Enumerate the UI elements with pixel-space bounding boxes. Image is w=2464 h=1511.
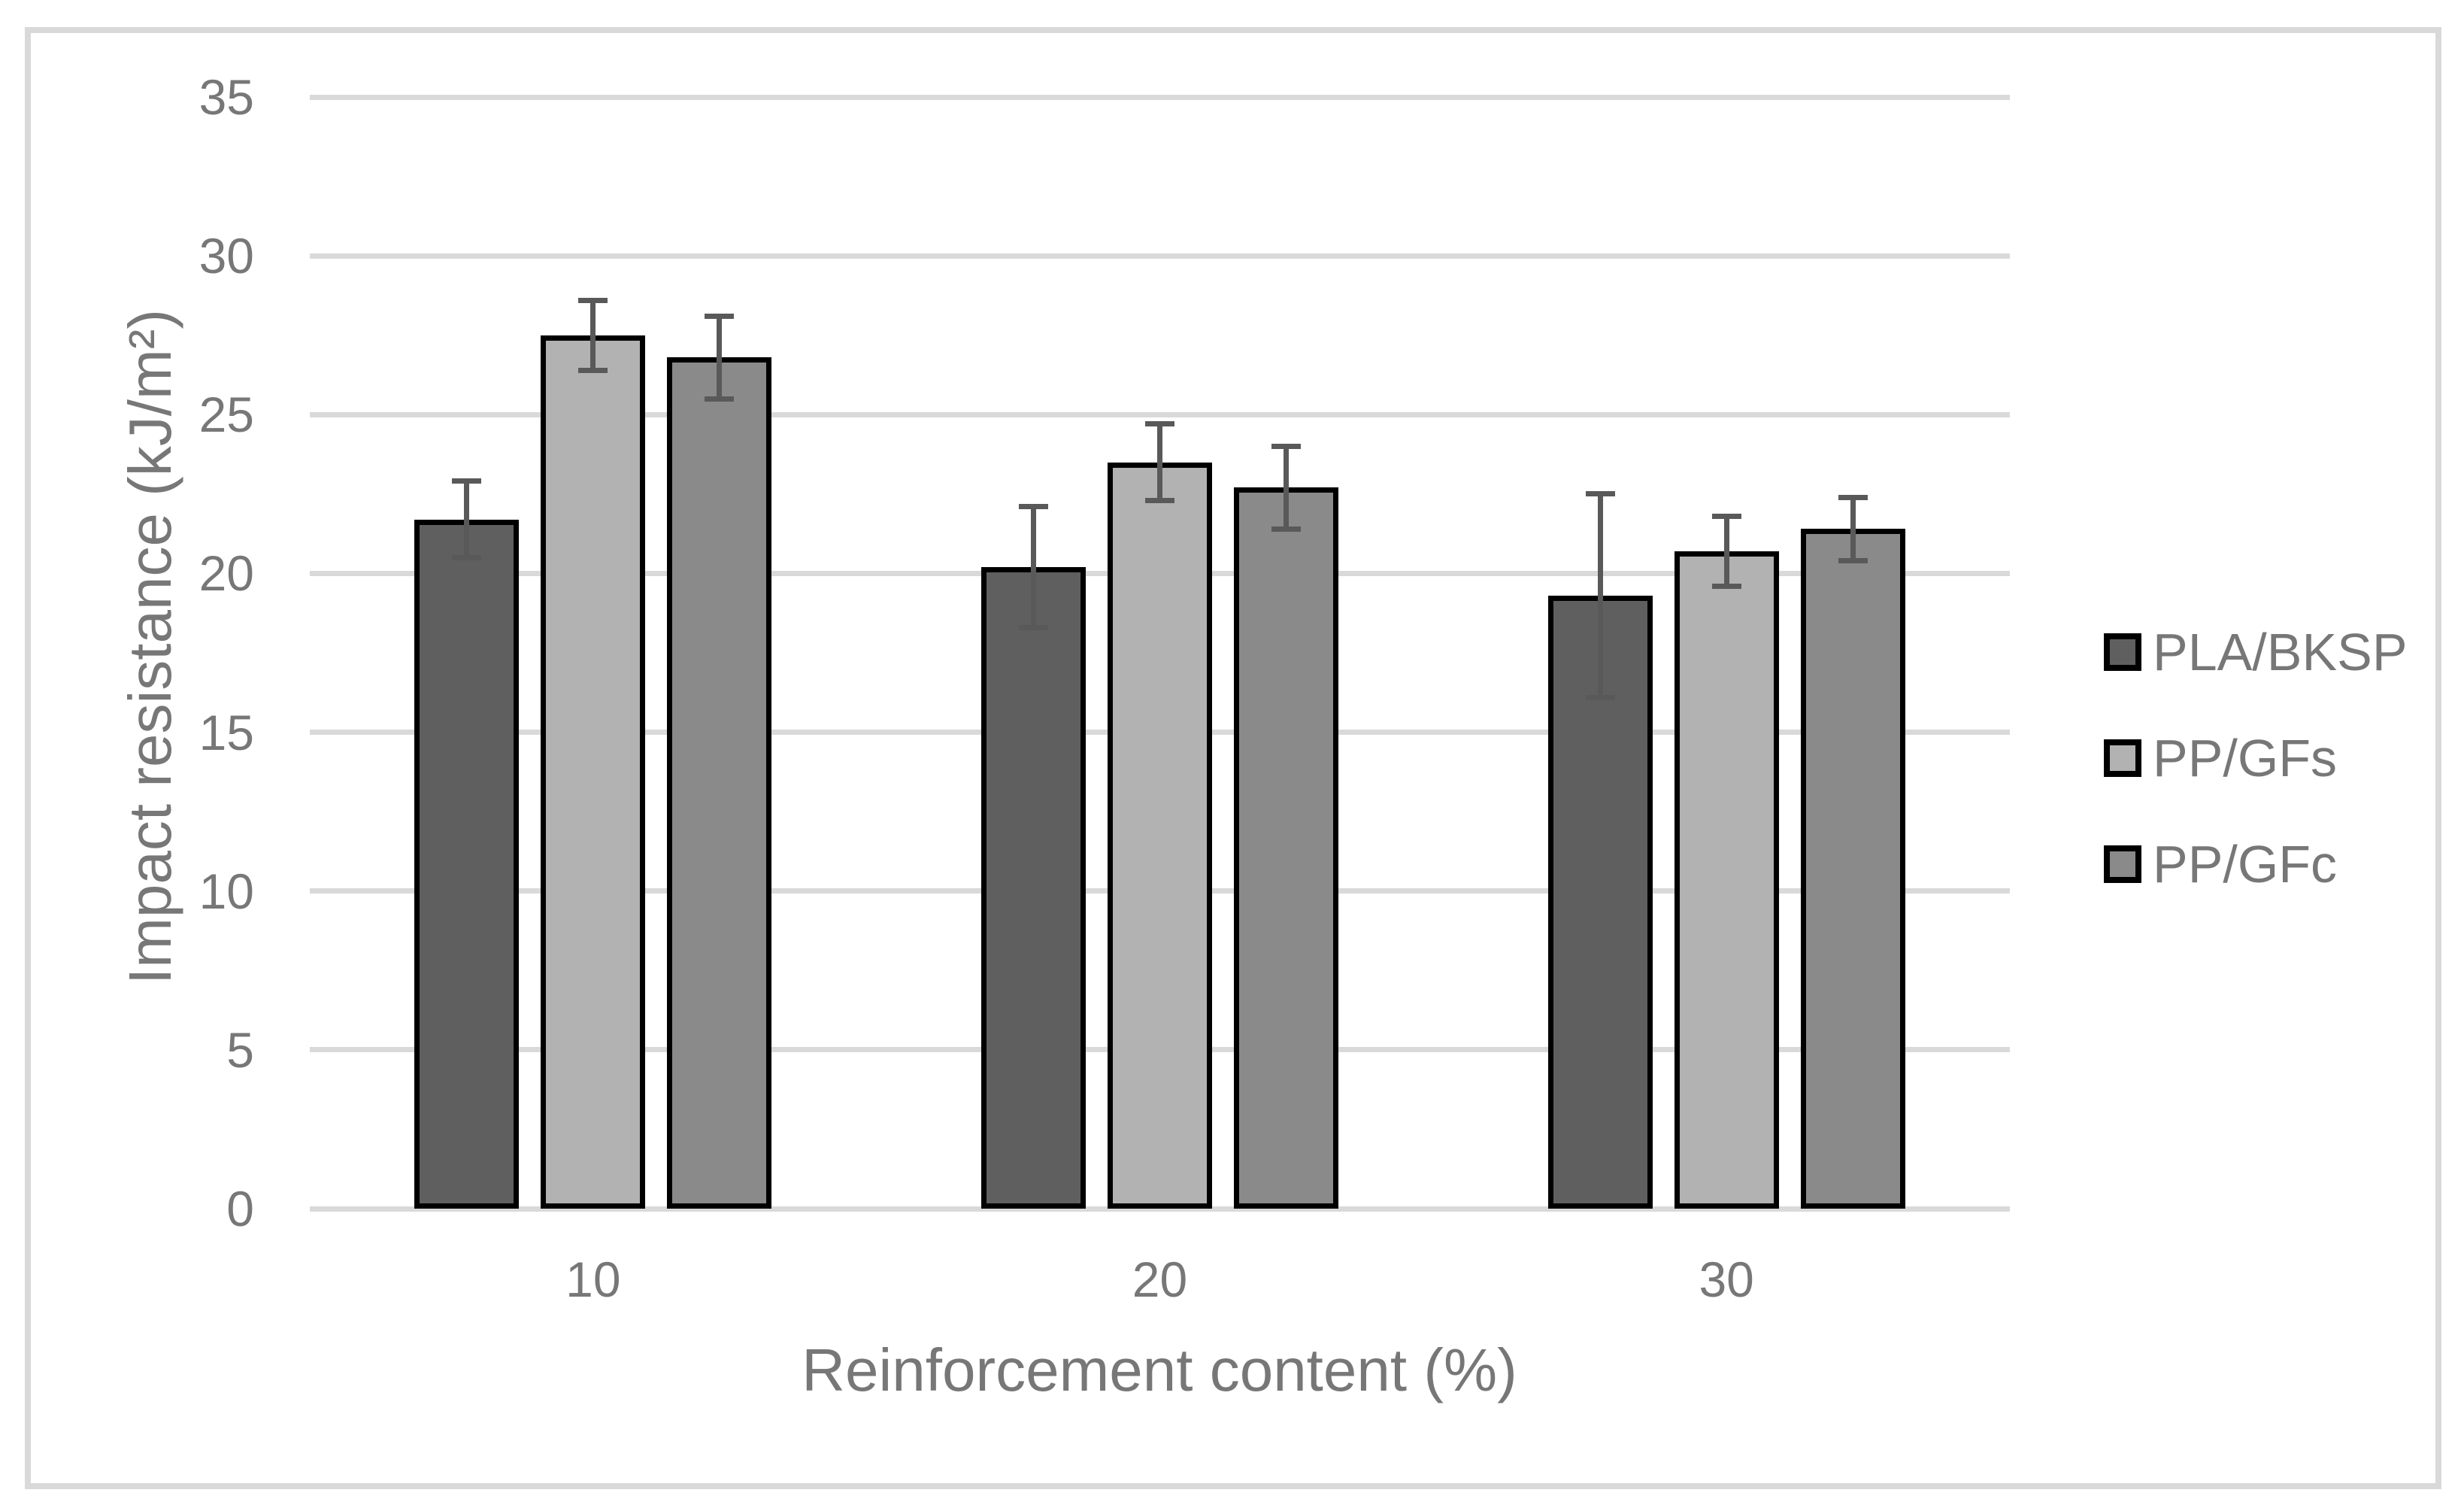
error-bar-pp-gfs-10 xyxy=(590,300,596,371)
y-tick-label-0: 0 xyxy=(226,1181,254,1236)
y-tick-label-25: 25 xyxy=(199,387,254,443)
y-axis-title: Impact resistance (kJ/m²) xyxy=(117,309,183,985)
chart-outer-border xyxy=(25,27,2441,1489)
error-bar-top-cap-pp-gfc-10 xyxy=(705,313,735,319)
x-tick-label-30: 30 xyxy=(1699,1252,1754,1307)
legend-label-pp-gfc: PP/GFc xyxy=(2153,835,2338,894)
y-tick-label-15: 15 xyxy=(199,704,254,760)
error-bar-pp-gfc-30 xyxy=(1850,497,1856,561)
gridline-0 xyxy=(310,1206,2010,1212)
legend-label-pla-bksp: PLA/BKSP xyxy=(2153,623,2408,681)
bar-pp-gfc-30 xyxy=(1800,529,1905,1209)
error-bar-bottom-cap-pla-bksp-10 xyxy=(452,554,482,560)
error-bar-top-cap-pla-bksp-30 xyxy=(1585,491,1615,497)
error-bar-bottom-cap-pp-gfc-10 xyxy=(705,396,735,402)
error-bar-top-cap-pp-gfs-10 xyxy=(578,297,608,303)
error-bar-pla-bksp-20 xyxy=(1031,506,1036,628)
gridline-35 xyxy=(310,94,2010,100)
x-tick-label-20: 20 xyxy=(1132,1252,1188,1307)
plot-area xyxy=(310,94,2010,1212)
bar-pp-gfs-30 xyxy=(1674,551,1779,1209)
error-bar-bottom-cap-pp-gfc-30 xyxy=(1838,558,1868,564)
bar-pp-gfc-10 xyxy=(667,357,772,1209)
legend-label-pp-gfs: PP/GFs xyxy=(2153,729,2338,787)
error-bar-top-cap-pp-gfc-20 xyxy=(1271,444,1301,449)
error-bar-bottom-cap-pla-bksp-30 xyxy=(1585,694,1615,700)
error-bar-top-cap-pp-gfs-30 xyxy=(1711,513,1741,519)
error-bar-bottom-cap-pla-bksp-20 xyxy=(1019,624,1048,630)
error-bar-top-cap-pp-gfs-20 xyxy=(1145,421,1174,427)
bar-pp-gfc-20 xyxy=(1234,487,1338,1209)
legend-swatch-pp-gfc xyxy=(2104,845,2141,883)
error-bar-pla-bksp-10 xyxy=(464,481,470,558)
error-bar-pla-bksp-30 xyxy=(1597,493,1603,698)
error-bar-bottom-cap-pp-gfs-30 xyxy=(1711,583,1741,589)
bar-pla-bksp-10 xyxy=(414,519,520,1209)
y-tick-label-5: 5 xyxy=(226,1021,254,1078)
gridline-25 xyxy=(310,411,2010,417)
error-bar-pp-gfc-20 xyxy=(1284,446,1289,529)
error-bar-top-cap-pp-gfc-30 xyxy=(1838,494,1868,500)
error-bar-bottom-cap-pp-gfs-20 xyxy=(1145,497,1174,503)
error-bar-pp-gfs-30 xyxy=(1723,516,1729,587)
error-bar-pp-gfs-20 xyxy=(1157,423,1162,501)
y-tick-label-10: 10 xyxy=(199,863,254,919)
legend-swatch-pla-bksp xyxy=(2104,633,2141,671)
bar-pla-bksp-20 xyxy=(981,566,1086,1209)
error-bar-pp-gfc-10 xyxy=(717,316,723,399)
x-axis-title: Reinforcement content (%) xyxy=(802,1337,1517,1403)
y-tick-label-30: 30 xyxy=(199,228,254,284)
error-bar-bottom-cap-pp-gfc-20 xyxy=(1271,526,1301,532)
error-bar-top-cap-pla-bksp-10 xyxy=(452,478,482,484)
error-bar-bottom-cap-pp-gfs-10 xyxy=(578,367,608,373)
bar-pp-gfs-20 xyxy=(1108,462,1212,1209)
legend-swatch-pp-gfs xyxy=(2104,739,2141,777)
error-bar-top-cap-pla-bksp-20 xyxy=(1019,504,1048,510)
y-tick-label-20: 20 xyxy=(199,545,254,602)
x-tick-label-10: 10 xyxy=(565,1252,621,1307)
y-tick-label-35: 35 xyxy=(199,69,254,125)
bar-pp-gfs-10 xyxy=(541,335,646,1209)
gridline-30 xyxy=(310,253,2010,259)
